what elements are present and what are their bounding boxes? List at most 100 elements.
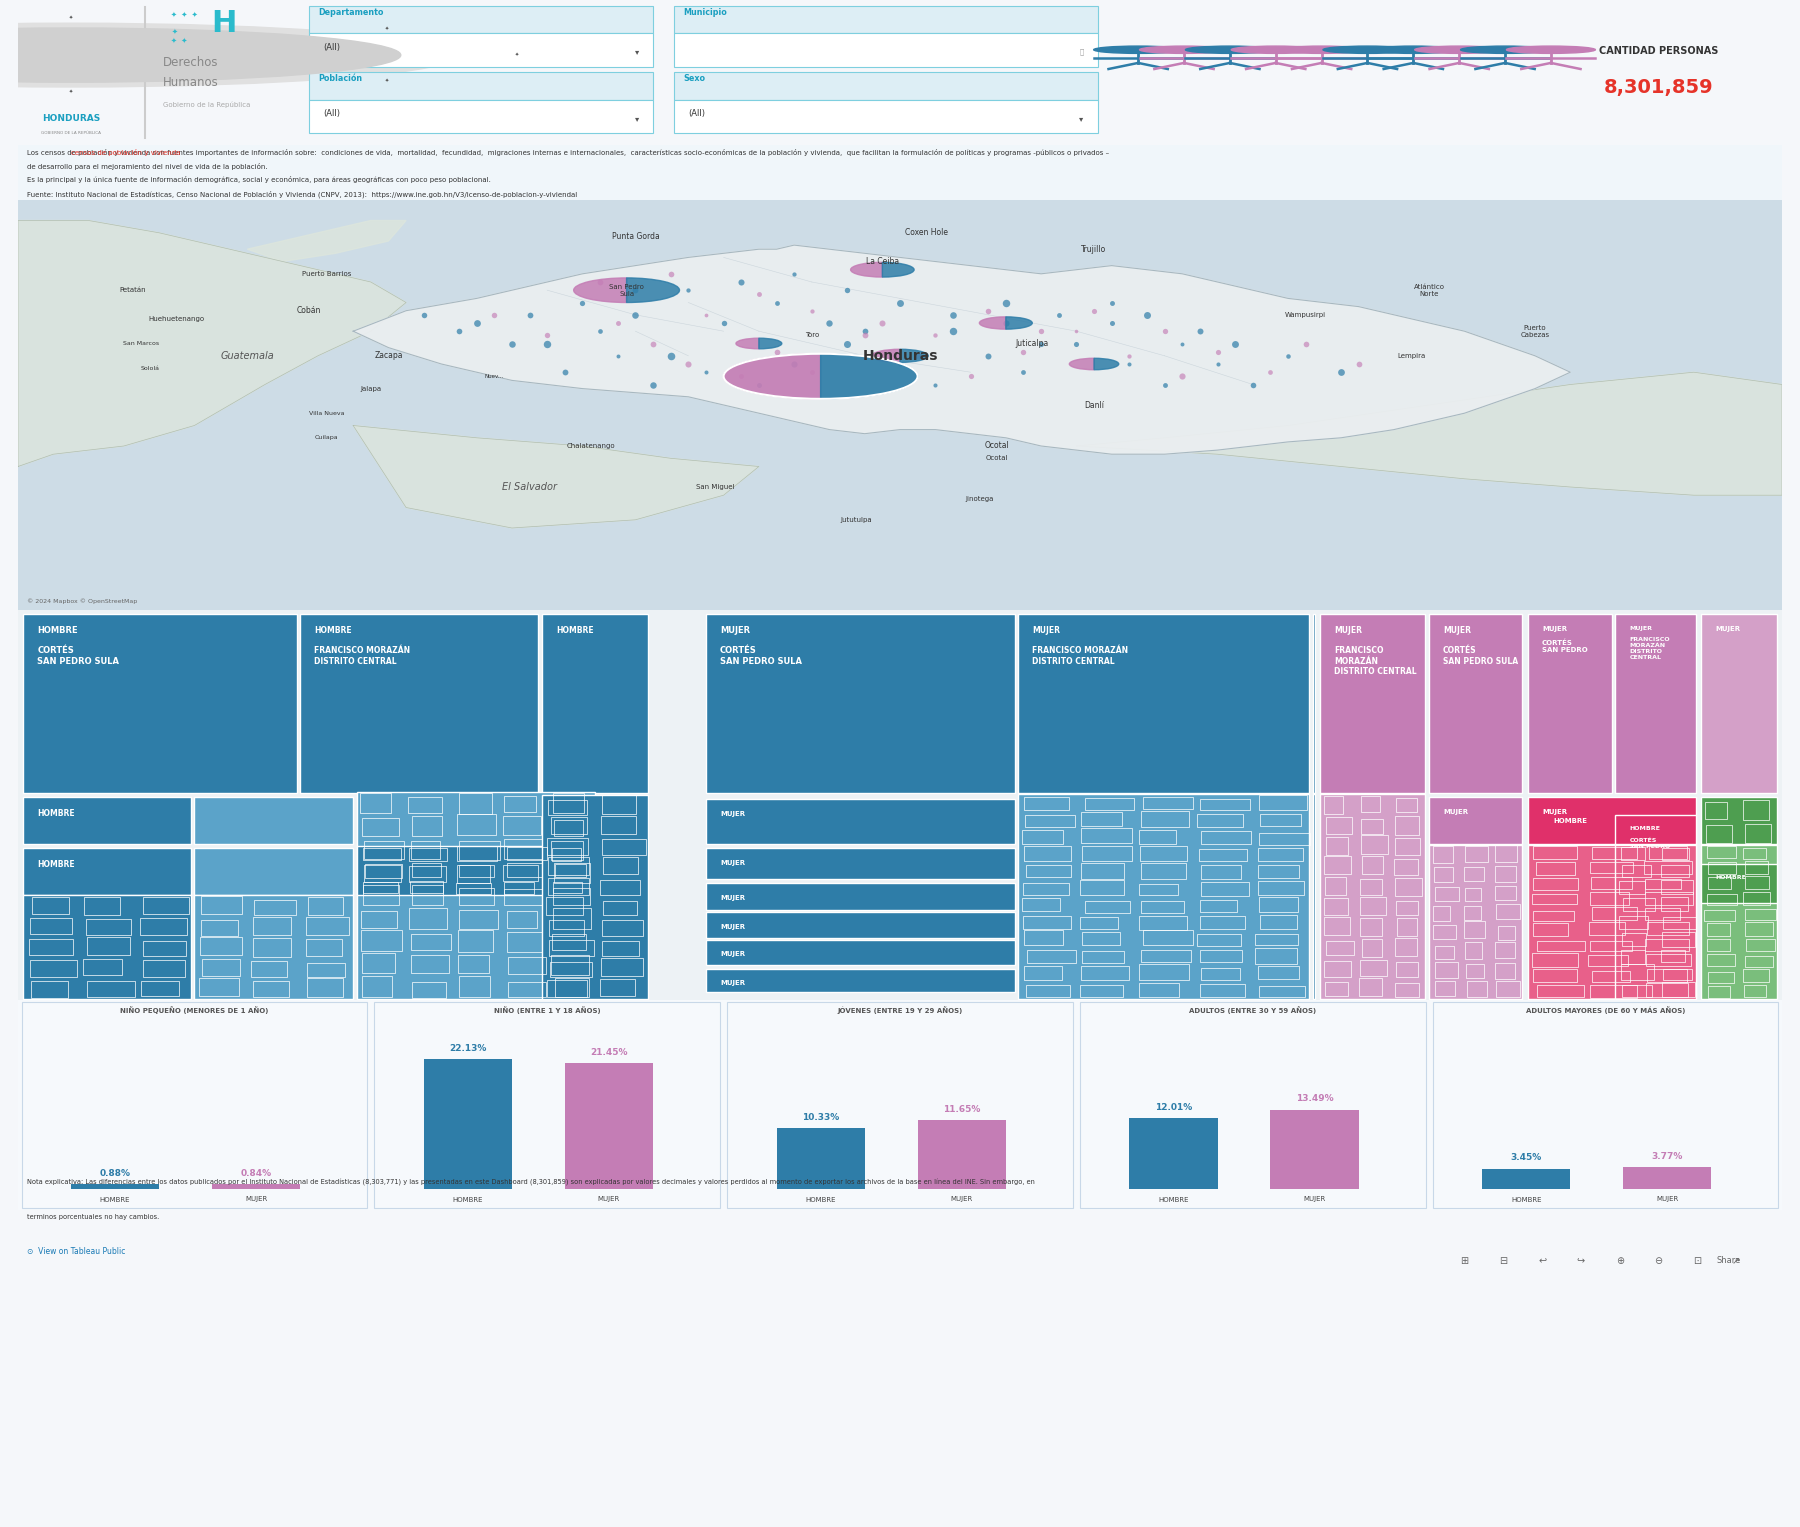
Point <box>1080 298 1109 322</box>
Bar <box>1201 968 1240 980</box>
Bar <box>356 846 594 895</box>
Bar <box>1395 878 1422 896</box>
Bar <box>310 34 653 67</box>
Bar <box>32 896 68 913</box>
Bar <box>706 847 1015 880</box>
Text: HOMBRE

CORTÉS
SAN PEDRO: HOMBRE CORTÉS SAN PEDRO <box>1629 826 1670 849</box>
Bar <box>1615 815 1696 844</box>
Text: Ocotal: Ocotal <box>986 455 1008 461</box>
Point <box>833 331 862 356</box>
Text: HOMBRE: HOMBRE <box>38 809 76 818</box>
Bar <box>142 941 185 956</box>
Point <box>533 324 562 348</box>
Bar <box>1361 820 1382 834</box>
Bar <box>1201 866 1242 880</box>
Bar <box>547 980 587 997</box>
Text: Coxen Hole: Coxen Hole <box>905 229 949 237</box>
Point <box>639 373 668 397</box>
Text: Toro: Toro <box>805 333 819 339</box>
Text: MUJER: MUJER <box>720 924 745 930</box>
Bar <box>1624 1167 1712 1190</box>
Text: ↪: ↪ <box>1577 1257 1586 1266</box>
Point <box>639 331 668 356</box>
Bar <box>362 976 392 997</box>
Bar <box>675 34 1098 67</box>
Bar <box>1258 896 1298 912</box>
Bar <box>1498 925 1516 939</box>
Bar <box>1744 825 1771 843</box>
Bar <box>254 938 292 956</box>
Bar <box>1080 916 1118 930</box>
Bar <box>554 977 589 997</box>
Point <box>1168 363 1197 388</box>
Bar <box>412 863 441 876</box>
Bar <box>1663 918 1696 930</box>
Bar <box>1705 910 1735 921</box>
Bar <box>1593 907 1636 921</box>
Bar <box>706 912 1015 938</box>
Bar <box>1620 881 1645 893</box>
Text: 21.45%: 21.45% <box>590 1048 628 1057</box>
Bar <box>1663 968 1692 980</box>
Bar <box>459 864 493 876</box>
Text: Cobán: Cobán <box>297 307 320 315</box>
Bar <box>1645 892 1692 904</box>
Bar <box>706 799 1015 844</box>
Wedge shape <box>882 263 914 276</box>
Bar <box>1532 953 1579 967</box>
Bar <box>1325 916 1350 936</box>
Bar <box>459 794 491 814</box>
Bar <box>1258 967 1300 979</box>
Bar <box>362 930 401 951</box>
Text: CANTIDAD PERSONAS: CANTIDAD PERSONAS <box>1598 46 1719 56</box>
Bar <box>1258 864 1300 878</box>
Bar <box>1201 950 1242 962</box>
Bar <box>1494 964 1516 979</box>
Bar <box>1201 883 1249 896</box>
Text: ⊡: ⊡ <box>1694 1257 1701 1266</box>
Bar <box>410 881 443 893</box>
Bar <box>23 614 297 794</box>
Bar <box>459 910 499 928</box>
Bar <box>1143 930 1193 945</box>
Bar <box>1361 835 1388 854</box>
Bar <box>1395 797 1417 812</box>
Bar <box>409 797 443 814</box>
Bar <box>1645 954 1692 967</box>
Bar <box>554 820 583 835</box>
Bar <box>1258 986 1305 997</box>
Bar <box>1143 797 1193 809</box>
Bar <box>1645 909 1679 921</box>
Bar <box>308 979 344 997</box>
Bar <box>504 864 538 881</box>
Text: H: H <box>212 9 238 38</box>
Bar <box>675 72 1098 99</box>
Point <box>1098 312 1127 336</box>
Bar <box>1481 1168 1570 1190</box>
Text: GOBIERNO DE LA REPÚBLICA: GOBIERNO DE LA REPÚBLICA <box>41 131 101 136</box>
Bar <box>457 814 495 835</box>
Bar <box>706 883 1015 910</box>
Point <box>868 312 896 336</box>
Bar <box>306 918 349 936</box>
Text: (All): (All) <box>688 110 706 119</box>
Wedge shape <box>851 263 882 276</box>
Bar <box>599 979 635 997</box>
Text: Ocotal: Ocotal <box>985 441 1010 450</box>
Bar <box>551 849 581 861</box>
Point <box>621 278 650 302</box>
Wedge shape <box>1069 359 1094 370</box>
Bar <box>706 614 1015 794</box>
Bar <box>601 815 635 834</box>
Bar <box>727 1002 1073 1208</box>
Bar <box>1537 985 1584 997</box>
Bar <box>364 847 401 861</box>
Bar <box>1622 933 1645 945</box>
Point <box>673 351 702 376</box>
Bar <box>1080 985 1123 997</box>
Text: censos de población y vivienda: censos de población y vivienda <box>70 148 180 156</box>
Point <box>779 351 808 376</box>
Text: Jinotega: Jinotega <box>965 496 994 502</box>
Bar <box>603 796 635 814</box>
Bar <box>542 796 648 999</box>
